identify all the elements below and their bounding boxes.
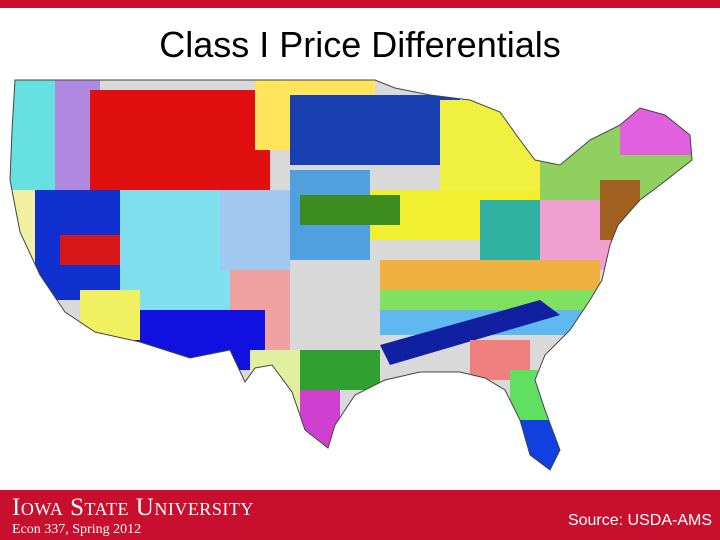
footer-bar: Iowa State University Econ 337, Spring 2… xyxy=(0,490,720,540)
regions xyxy=(10,80,692,470)
course-label: Econ 337, Spring 2012 xyxy=(12,522,142,537)
top-bar xyxy=(0,0,720,8)
price-differential-map xyxy=(9,79,693,471)
university-logo: Iowa State University xyxy=(12,494,254,521)
slide-title: Class I Price Differentials xyxy=(159,24,561,65)
source-label: Source: USDA-AMS xyxy=(567,512,712,529)
us-outline xyxy=(9,79,693,471)
